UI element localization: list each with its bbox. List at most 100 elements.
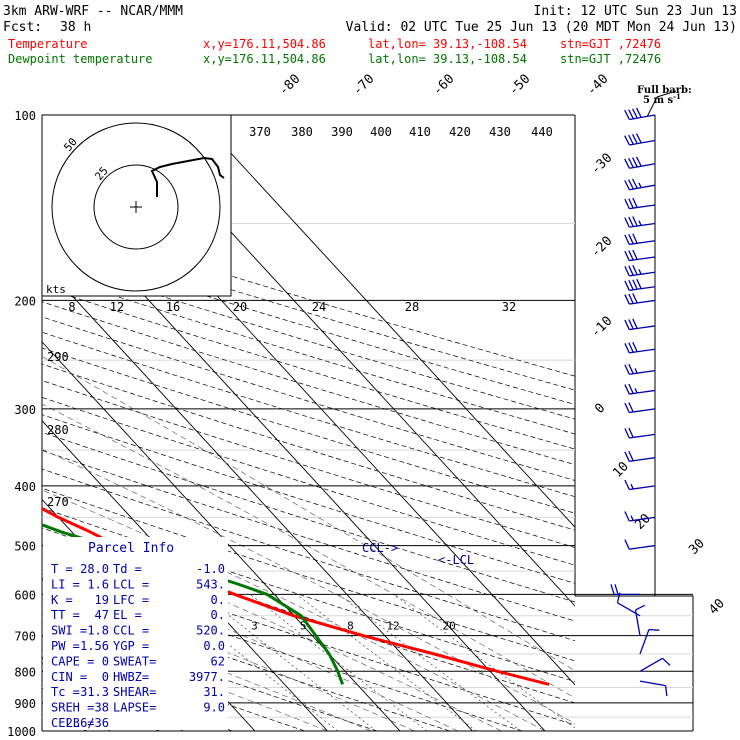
isotherm-10 (42, 262, 473, 731)
parcel-row-5-col-2: YGP = (113, 639, 149, 653)
dry-adiabat-450 (42, 286, 575, 450)
isotherm--10 (42, 420, 328, 731)
wind-barb-100 (624, 107, 656, 121)
isotherm-label--40: -40 (584, 72, 611, 99)
wind-barb-200 (624, 293, 656, 305)
isotherm-50 (195, 115, 575, 528)
dry-adiabat-490 (42, 230, 575, 391)
barb-legend-shaft (646, 96, 658, 118)
wind-barb-830 (639, 680, 668, 697)
dry-adiabat-280 (42, 591, 450, 731)
ccl-annotation: CCL-> (362, 541, 398, 555)
temp-line-name: Temperature (8, 37, 87, 51)
wind-barb-110 (624, 133, 656, 146)
parcel-row-3-col-0: TT = (51, 608, 80, 622)
wind-barb-220 (624, 318, 656, 331)
parcel-row-4-col-0: SWI = (51, 624, 87, 638)
isotherm-label--20: -20 (588, 234, 615, 261)
valid-time: Valid: 02 UTC Tue 25 Jun 13 (20 MDT Mon … (346, 20, 737, 35)
wind-barb-150 (624, 216, 656, 228)
dry-adiabat-420 (42, 331, 575, 498)
isotherm-0 (42, 341, 401, 731)
wind-barb-700 (634, 604, 646, 636)
speed-label-8: 8 (68, 300, 75, 314)
pressure-label-500: 500 (14, 540, 36, 554)
parcel-row-3-col-1: 47 (95, 608, 109, 622)
wind-barb-450 (624, 511, 656, 522)
mixing-ratio-5 (249, 594, 428, 731)
wind-barb-130 (624, 178, 656, 191)
theta-left-label-280: 280 (47, 423, 69, 437)
theta-label-380: 380 (291, 125, 313, 139)
parcel-row-3-col-2: EL = (113, 608, 142, 622)
parcel-row-8-col-3: 31. (203, 685, 225, 699)
barb-legend-unit: 5 m s-1 (643, 92, 681, 106)
hodograph-trace (150, 156, 225, 197)
parcel-info-bg (43, 537, 228, 730)
isotherm-label--80: -80 (276, 72, 303, 99)
wind-barb-140 (624, 197, 656, 210)
lcl-annotation: <-LCL (438, 553, 474, 567)
parcel-row-7-col-0: CIN = (51, 670, 87, 684)
wind-barb-750 (639, 628, 660, 655)
isotherm-label--70: -70 (350, 72, 377, 99)
mixing-ratio-12 (338, 594, 521, 731)
parcel-info-title: Parcel Info (88, 541, 174, 556)
parcel-row-3-col-3: 0. (211, 608, 225, 622)
isotherm-label-30: 30 (686, 536, 708, 558)
pressure-label-800: 800 (14, 665, 36, 679)
theta-label-390: 390 (331, 125, 353, 139)
speed-label-28: 28 (405, 300, 419, 314)
speed-labels: 8 12 16 20 24 28 32 (68, 300, 516, 314)
dew-line-name: Dewpoint temperature (8, 52, 153, 66)
theta-label-400: 400 (370, 125, 392, 139)
theta-label-420: 420 (449, 125, 471, 139)
parcel-row-0-col-1: 28.0 (80, 562, 109, 576)
parcel-row-5-col-3: 0.0 (203, 639, 225, 653)
fcst-label: Fcst: (3, 20, 42, 35)
pressure-label-700: 700 (14, 630, 36, 644)
isotherm-label-20: 20 (632, 511, 654, 533)
barb-legend-flag (656, 90, 677, 98)
wind-barb-170 (624, 249, 656, 262)
pressure-label-900: 900 (14, 697, 36, 711)
temperature-profile (42, 506, 550, 686)
dewpoint-profile (42, 523, 345, 685)
parcel-row-8-col-0: Tc = (51, 685, 80, 699)
wind-barb-160 (624, 233, 656, 246)
parcel-row-10-col-1: 236/36 (66, 716, 109, 730)
dew-line-loc: x,y=176.11,504.86 (203, 52, 326, 66)
mixing-ratio-label-20: 20 (443, 620, 456, 633)
parcel-row-7-col-1: 0 (102, 670, 109, 684)
parcel-row-6-col-0: CAPE = (51, 654, 94, 668)
dry-adiabat-350 (42, 450, 575, 622)
parcel-row-5-col-1: 1.56 (80, 639, 109, 653)
parcel-row-1-col-1: 1.6 (87, 577, 109, 591)
parcel-row-1-col-0: LI = (51, 577, 80, 591)
parcel-row-2-col-3: 0. (211, 593, 225, 607)
parcel-row-0-col-3: -1.0 (196, 562, 225, 576)
mixing-ratio-label-5: 5 (300, 620, 307, 633)
model-title: 3km ARW-WRF -- NCAR/MMM (3, 4, 183, 19)
wind-barb-120 (624, 156, 656, 169)
theta-label-410: 410 (409, 125, 431, 139)
hodograph-ring-50 (51, 122, 221, 292)
parcel-row-10-col-0: CELL = (51, 716, 94, 730)
moist-adiabat--4 (42, 601, 372, 731)
speed-label-32: 32 (502, 300, 516, 314)
isotherm-label--60: -60 (430, 72, 457, 99)
temp-line-latlon: lat,lon= 39.13,-108.54 (368, 37, 527, 51)
parcel-row-7-col-3: 3977. (189, 670, 225, 684)
parcel-row-2-col-0: K = (51, 593, 73, 607)
hodograph: 25 50 kts (41, 114, 232, 297)
wind-barb-180 (624, 264, 656, 277)
dry-adiabat-430 (42, 316, 575, 481)
parcel-row-2-col-2: LFC = (113, 593, 149, 607)
theta-label-440: 440 (531, 125, 553, 139)
pressure-label-300: 300 (14, 403, 36, 417)
parcel-row-4-col-2: CCL = (113, 624, 149, 638)
pressure-label-1000: 1000 (7, 725, 36, 739)
pressure-label-200: 200 (14, 294, 36, 308)
parcel-row-4-col-3: 520. (196, 624, 225, 638)
